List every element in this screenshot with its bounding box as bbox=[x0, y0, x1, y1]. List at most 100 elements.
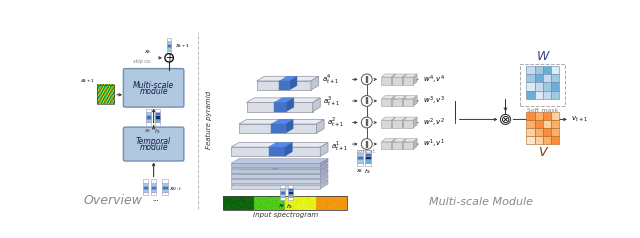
Polygon shape bbox=[381, 139, 396, 142]
Polygon shape bbox=[381, 99, 392, 106]
Bar bbox=[280, 191, 285, 194]
Bar bbox=[358, 159, 363, 163]
Polygon shape bbox=[403, 77, 413, 85]
Polygon shape bbox=[403, 120, 413, 128]
Polygon shape bbox=[231, 147, 320, 156]
Bar bbox=[551, 66, 559, 74]
Polygon shape bbox=[239, 124, 316, 133]
Bar bbox=[146, 109, 150, 112]
Polygon shape bbox=[403, 74, 417, 77]
Text: +: + bbox=[165, 53, 173, 63]
Polygon shape bbox=[320, 164, 328, 173]
Bar bbox=[97, 85, 114, 104]
Polygon shape bbox=[413, 117, 417, 128]
Polygon shape bbox=[257, 76, 319, 81]
Bar bbox=[527, 128, 534, 136]
Bar bbox=[288, 191, 293, 194]
Bar bbox=[551, 90, 559, 99]
Text: $x_{0:t}$: $x_{0:t}$ bbox=[169, 185, 183, 193]
Bar bbox=[520, 64, 565, 106]
Bar bbox=[365, 163, 371, 166]
Polygon shape bbox=[231, 169, 320, 173]
Bar bbox=[155, 119, 160, 122]
Polygon shape bbox=[403, 95, 406, 106]
Polygon shape bbox=[246, 103, 312, 112]
Bar bbox=[534, 66, 543, 74]
Text: $a_{t+1}$: $a_{t+1}$ bbox=[80, 77, 95, 85]
Bar bbox=[150, 189, 156, 192]
Text: $v_{t+1}$: $v_{t+1}$ bbox=[572, 115, 588, 124]
Bar bbox=[534, 128, 543, 136]
Bar bbox=[162, 189, 168, 192]
Bar bbox=[543, 136, 551, 144]
Polygon shape bbox=[231, 169, 328, 174]
Bar bbox=[146, 115, 150, 119]
Bar bbox=[551, 82, 559, 90]
Bar bbox=[527, 90, 534, 99]
Polygon shape bbox=[231, 159, 328, 163]
Bar bbox=[527, 112, 534, 120]
Text: ||: || bbox=[364, 76, 369, 83]
Polygon shape bbox=[381, 95, 396, 99]
Text: $w^4, v^4$: $w^4, v^4$ bbox=[422, 73, 445, 85]
Polygon shape bbox=[320, 169, 328, 178]
Polygon shape bbox=[403, 99, 413, 106]
Bar bbox=[365, 159, 371, 163]
Text: $x_{t+1}$: $x_{t+1}$ bbox=[175, 42, 190, 50]
Bar bbox=[534, 74, 543, 82]
Bar bbox=[155, 115, 160, 119]
Polygon shape bbox=[280, 76, 297, 81]
Bar bbox=[143, 183, 148, 186]
Bar bbox=[167, 41, 172, 44]
Bar bbox=[162, 186, 168, 189]
Polygon shape bbox=[381, 142, 392, 149]
Bar bbox=[551, 112, 559, 120]
Polygon shape bbox=[381, 74, 396, 77]
Polygon shape bbox=[285, 119, 293, 133]
Polygon shape bbox=[311, 76, 319, 90]
Text: $a^1_{t+1}$: $a^1_{t+1}$ bbox=[331, 139, 348, 153]
Bar bbox=[167, 44, 172, 47]
Text: ||: || bbox=[364, 119, 369, 126]
Bar bbox=[527, 74, 534, 82]
Bar bbox=[288, 194, 293, 197]
Bar bbox=[150, 192, 156, 195]
Text: ...: ... bbox=[152, 196, 159, 203]
Bar bbox=[155, 122, 160, 126]
Polygon shape bbox=[392, 99, 403, 106]
Polygon shape bbox=[392, 117, 406, 120]
Polygon shape bbox=[403, 139, 406, 149]
Polygon shape bbox=[403, 74, 406, 85]
Polygon shape bbox=[275, 98, 294, 103]
Polygon shape bbox=[413, 139, 417, 149]
Bar bbox=[155, 109, 160, 112]
Text: Feature pyramid: Feature pyramid bbox=[206, 90, 212, 149]
Polygon shape bbox=[231, 143, 328, 147]
Bar bbox=[280, 188, 285, 191]
Text: $w^1, v^1$: $w^1, v^1$ bbox=[422, 138, 445, 150]
Bar bbox=[543, 82, 551, 90]
Polygon shape bbox=[320, 143, 328, 156]
Polygon shape bbox=[275, 103, 286, 112]
Text: Overview: Overview bbox=[83, 194, 142, 207]
Text: Multi-scale Module: Multi-scale Module bbox=[429, 197, 534, 207]
Polygon shape bbox=[269, 143, 292, 147]
Bar bbox=[143, 192, 148, 195]
Bar bbox=[543, 112, 551, 120]
Bar bbox=[534, 90, 543, 99]
Bar bbox=[150, 186, 156, 189]
Polygon shape bbox=[392, 117, 396, 128]
Text: ||: || bbox=[364, 97, 369, 104]
Polygon shape bbox=[231, 185, 320, 189]
Bar bbox=[288, 197, 293, 200]
Bar bbox=[143, 179, 148, 183]
Text: skip co.: skip co. bbox=[133, 59, 151, 64]
Bar bbox=[534, 112, 543, 120]
Polygon shape bbox=[231, 179, 320, 183]
Bar bbox=[288, 185, 293, 188]
Polygon shape bbox=[403, 117, 406, 128]
Polygon shape bbox=[392, 139, 406, 142]
Polygon shape bbox=[392, 95, 406, 99]
Polygon shape bbox=[312, 98, 320, 112]
Text: Temporal: Temporal bbox=[136, 137, 171, 146]
